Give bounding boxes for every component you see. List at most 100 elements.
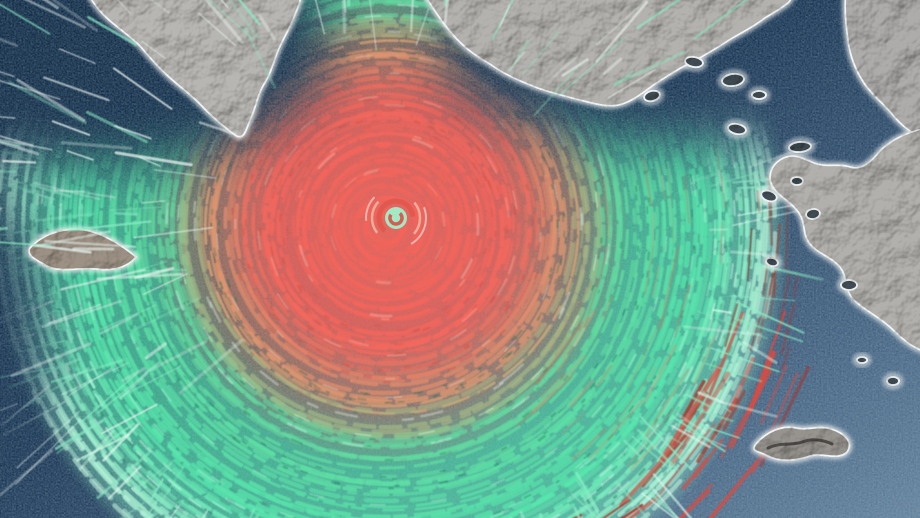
wind-streak-ring: [72, 0, 708, 518]
storm-rim-spike: [652, 488, 679, 518]
islet-glow: [724, 120, 750, 138]
wind-streak-ring: [83, 0, 686, 518]
storm-rim-spike: [14, 340, 66, 354]
storm-fringe-spike: [139, 156, 161, 167]
storm-fringe-spike: [315, 0, 326, 35]
storm-rim-spike: [23, 367, 90, 408]
storm-fringe-spike: [198, 121, 237, 136]
landmass-peloponnese: [769, 128, 920, 351]
storm-rim-spike: [62, 22, 82, 38]
storm-edge-streak: [568, 379, 594, 408]
storm-rim-spike: [76, 433, 131, 462]
storm-rim-spike: [66, 76, 92, 95]
storm-fringe-spike: [227, 0, 260, 39]
storm-rim-spike: [54, 419, 104, 451]
storm-edge-streak: [554, 281, 593, 356]
storm-rim-spike: [696, 310, 768, 339]
storm-fringe-spike: [108, 206, 163, 212]
wind-streak-ring: [142, 0, 637, 479]
storm-rim-spike: [519, 511, 525, 518]
eye-mid-arc: [370, 192, 422, 244]
storm-edge-streak: [629, 443, 655, 471]
storm-rim-spike: [169, 504, 181, 518]
storm-edge-streak: [561, 412, 585, 435]
storm-fringe-spike: [204, 0, 244, 44]
storm-rim-spike: [618, 484, 649, 518]
wind-streak-ring: [68, 0, 700, 518]
storm-fringe-spike: [58, 48, 96, 65]
storm-edge-streak: [667, 164, 675, 243]
storm-edge-streak: [626, 318, 663, 390]
eye-red-spiral-arm: [376, 198, 416, 238]
storm-fringe-spike: [87, 192, 117, 199]
storm-rim-spike: [2, 400, 66, 437]
storm-fringe-spike: [50, 358, 125, 384]
storm-rim-spike: [0, 101, 45, 110]
storm-rim-spike: [145, 499, 159, 518]
storm-rim-spike: [0, 385, 50, 427]
wind-streak-ring: [157, 0, 623, 462]
storm-edge-streak: [785, 200, 789, 271]
storm-rim-spike: [702, 390, 732, 413]
storm-rim-spike: [737, 204, 797, 217]
storm-edge-streak: [575, 308, 596, 346]
islet-glow: [762, 254, 782, 270]
storm-rim-spike: [729, 295, 796, 302]
wind-fleck-light: [176, 14, 600, 438]
eye-outer-arc: [365, 187, 427, 249]
storm-fringe-spike: [44, 239, 137, 248]
storm-edge-streak: [658, 166, 666, 200]
storm-edge-streak: [584, 246, 610, 328]
storm-fringe-spike: [558, 37, 626, 96]
storm-fringe-spike: [114, 151, 193, 167]
storm-fringe-spike: [0, 366, 55, 379]
storm-rim-spike: [102, 423, 140, 462]
storm-fringe-spike: [79, 372, 138, 424]
storm-rim-spike: [640, 416, 693, 471]
storm-edge-streak: [768, 282, 778, 320]
storm-fringe-spike: [533, 62, 582, 117]
storm-edge-streak: [681, 457, 709, 490]
storm-edge-streak: [659, 365, 722, 463]
storm-edge-streak: [692, 336, 716, 386]
storm-rim-spike: [8, 308, 58, 336]
storm-fringe-spike: [112, 67, 173, 110]
storm-edge-streak: [768, 272, 775, 296]
storm-rim-spike: [641, 492, 676, 518]
storm-fringe-spike: [0, 449, 54, 497]
storm-edge-streak: [683, 175, 690, 224]
storm-edge-streak: [659, 245, 680, 330]
islet-glow: [883, 373, 903, 389]
storm-fringe-spike: [133, 260, 168, 273]
storm-edge-streak: [779, 270, 791, 324]
storm-rim-spike: [652, 473, 693, 518]
storm-rim-spike: [0, 299, 54, 325]
storm-rim-spike: [710, 170, 764, 187]
storm-fringe-spike: [198, 12, 236, 46]
storm-fringe-spike: [10, 342, 92, 378]
storm-edge-streak: [728, 356, 756, 412]
storm-fringe-spike: [87, 15, 137, 46]
storm-fringe-spike: [133, 226, 213, 239]
wind-streak-ring: [46, 0, 730, 518]
wind-fleck-dark: [47, 0, 729, 518]
islet: [751, 90, 767, 100]
storm-rim-spike: [570, 492, 599, 518]
storm-rim-spike: [0, 185, 22, 190]
storm-fringe-layer: [0, 0, 748, 497]
storm-rim-spike: [0, 304, 27, 321]
islet: [805, 208, 821, 220]
islet: [760, 189, 778, 203]
wind-streak-ring: [0, 0, 772, 518]
storm-edge-streak: [620, 503, 644, 518]
storm-rim-spike: [0, 175, 26, 185]
wind-fleck-light: [49, 0, 727, 518]
storm-fringe-spike: [552, 55, 579, 78]
storm-rim-spike: [730, 250, 766, 256]
storm-rim-spike: [77, 24, 96, 36]
storm-rim-spike: [0, 229, 30, 236]
storm-fringe-spike: [341, 0, 347, 34]
storm-fringe-spike: [636, 0, 681, 30]
storm-edge-streak: [793, 274, 799, 298]
